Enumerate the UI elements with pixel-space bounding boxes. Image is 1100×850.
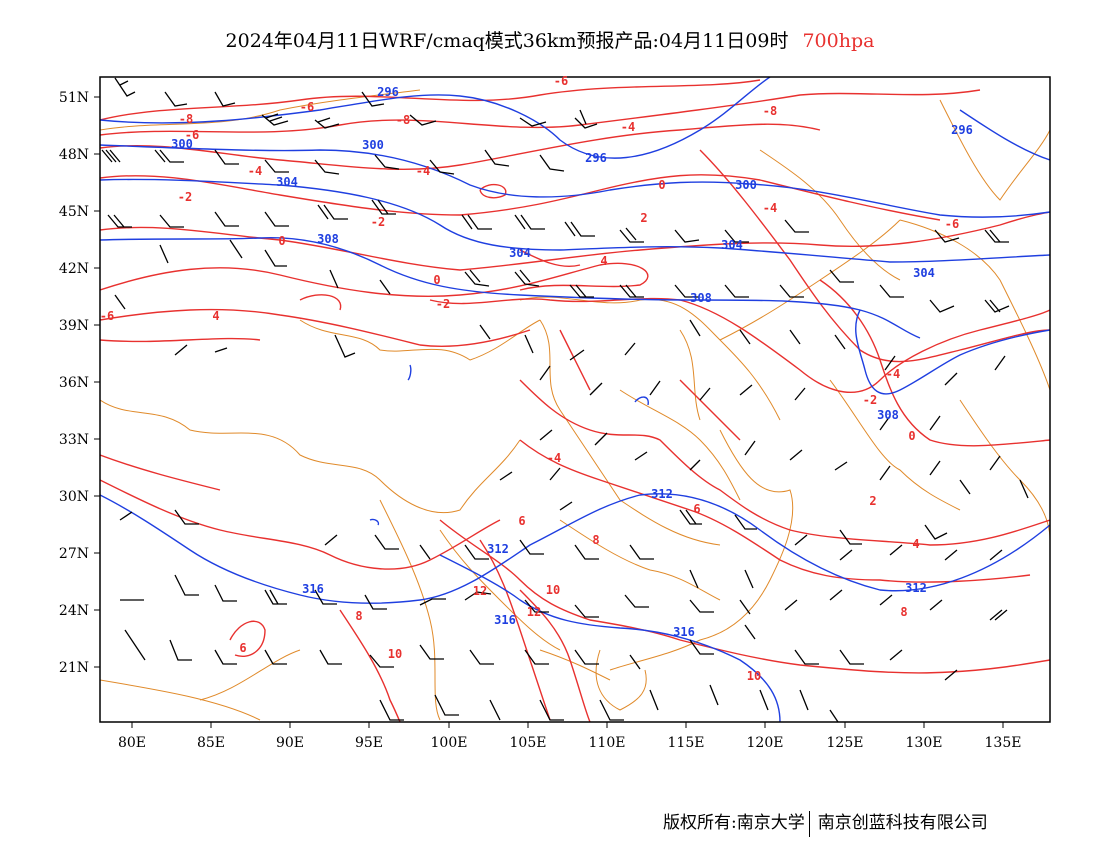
title-text: 2024年04月11日WRF/cmaq模式36km预报产品:04月11日09时	[225, 30, 789, 52]
temperature-contour-labels: -8 -8 -6 -6 -6 -8 -4 -4 -4 -2 -2 -2 0 0 …	[100, 74, 959, 683]
temp-label: -4	[763, 201, 777, 215]
lat-label: 24N	[59, 603, 89, 619]
temp-label: -6	[100, 309, 114, 323]
temp-label: 2	[640, 211, 647, 225]
height-label: 304	[721, 238, 743, 252]
temp-label: 6	[693, 502, 700, 516]
height-label: 296	[585, 151, 607, 165]
temp-label: -8	[396, 113, 410, 127]
lon-label: 105E	[510, 735, 547, 751]
height-label: 316	[494, 613, 516, 627]
temp-label: 0	[658, 178, 665, 192]
lon-label: 125E	[827, 735, 864, 751]
lon-label: 100E	[431, 735, 468, 751]
temp-label: 4	[912, 537, 919, 551]
temp-label: -2	[436, 297, 450, 311]
lon-label: 130E	[906, 735, 943, 751]
lat-label: 51N	[59, 90, 89, 106]
temp-label: -4	[886, 367, 900, 381]
temp-label: 8	[900, 605, 907, 619]
temp-label: -6	[300, 100, 314, 114]
temp-label: 12	[527, 605, 541, 619]
temp-label: -4	[547, 451, 561, 465]
height-label: 316	[302, 582, 324, 596]
temp-label: 10	[747, 669, 761, 683]
lat-label: 33N	[59, 432, 89, 448]
temperature-contours	[100, 79, 1050, 722]
latitude-labels: 51N 48N 45N 42N 39N 36N 33N 30N 27N 24N …	[59, 90, 89, 676]
temp-label: -6	[185, 128, 199, 142]
height-label: 308	[877, 408, 899, 422]
height-label: 312	[651, 487, 673, 501]
map-frame	[99, 76, 1051, 723]
temp-label: -2	[178, 190, 192, 204]
height-label: 308	[317, 232, 339, 246]
height-label: 304	[276, 175, 298, 189]
wind-barbs	[101, 77, 1029, 722]
temp-label: 8	[592, 533, 599, 547]
lon-label: 110E	[589, 735, 626, 751]
map-title: 2024年04月11日WRF/cmaq模式36km预报产品:04月11日09时 7…	[0, 26, 1100, 53]
height-label: 300	[362, 138, 384, 152]
lat-label: 27N	[59, 546, 89, 562]
temp-label: 0	[908, 429, 915, 443]
temp-label: 2	[869, 494, 876, 508]
lon-label: 120E	[747, 735, 784, 751]
lat-label: 36N	[59, 375, 89, 391]
height-label: 304	[509, 246, 531, 260]
copyright-footer: 版权所有:南京大学 南京创蓝科技有限公司	[663, 808, 988, 837]
temp-label: -8	[179, 112, 193, 126]
height-label: 312	[905, 581, 927, 595]
lat-label: 39N	[59, 318, 89, 334]
temp-label: 10	[388, 647, 402, 661]
height-label: 296	[377, 85, 399, 99]
footer-separator	[808, 810, 810, 837]
temp-label: -4	[621, 120, 635, 134]
temp-label: -8	[763, 104, 777, 118]
temp-label: -4	[416, 164, 430, 178]
lat-label: 45N	[59, 204, 89, 220]
lat-label: 21N	[59, 660, 89, 676]
height-label: 308	[690, 291, 712, 305]
temp-label: 4	[212, 309, 219, 323]
lat-label: 48N	[59, 147, 89, 163]
longitude-labels: 80E 85E 90E 95E 100E 105E 110E 115E 120E…	[118, 735, 1022, 751]
lat-label: 30N	[59, 489, 89, 505]
height-label: 300	[735, 178, 757, 192]
temp-label: -6	[554, 74, 568, 88]
boundary-lines	[100, 89, 1050, 721]
temp-label: 0	[433, 273, 440, 287]
temp-label: -2	[863, 393, 877, 407]
pressure-level: 700hpa	[802, 30, 875, 52]
height-label: 304	[913, 266, 935, 280]
lat-label: 42N	[59, 261, 89, 277]
temp-label: 4	[600, 254, 607, 268]
temp-label: 6	[239, 641, 246, 655]
company-name: 南京创蓝科技有限公司	[817, 813, 988, 833]
temp-label: -2	[371, 215, 385, 229]
temp-label: 0	[278, 234, 285, 248]
temp-label: 10	[546, 583, 560, 597]
temp-label: -6	[945, 217, 959, 231]
height-label: 316	[673, 625, 695, 639]
height-label: 300	[171, 137, 193, 151]
axis-ticks	[94, 96, 1004, 728]
lon-label: 90E	[276, 735, 304, 751]
temp-label: 8	[355, 609, 362, 623]
lon-label: 95E	[355, 735, 383, 751]
temp-label: 6	[518, 514, 525, 528]
lon-label: 85E	[197, 735, 225, 751]
height-contour-labels: 296 296 300 300 300 304 304 304 304 308 …	[171, 85, 973, 639]
lon-label: 135E	[985, 735, 1022, 751]
temp-label: -4	[248, 164, 262, 178]
copyright-text: 版权所有:南京大学	[663, 813, 805, 833]
temp-label: 12	[473, 584, 487, 598]
height-label: 312	[487, 542, 509, 556]
height-label: 296	[951, 123, 973, 137]
height-contours	[100, 77, 1050, 722]
lon-label: 80E	[118, 735, 146, 751]
lon-label: 115E	[668, 735, 705, 751]
